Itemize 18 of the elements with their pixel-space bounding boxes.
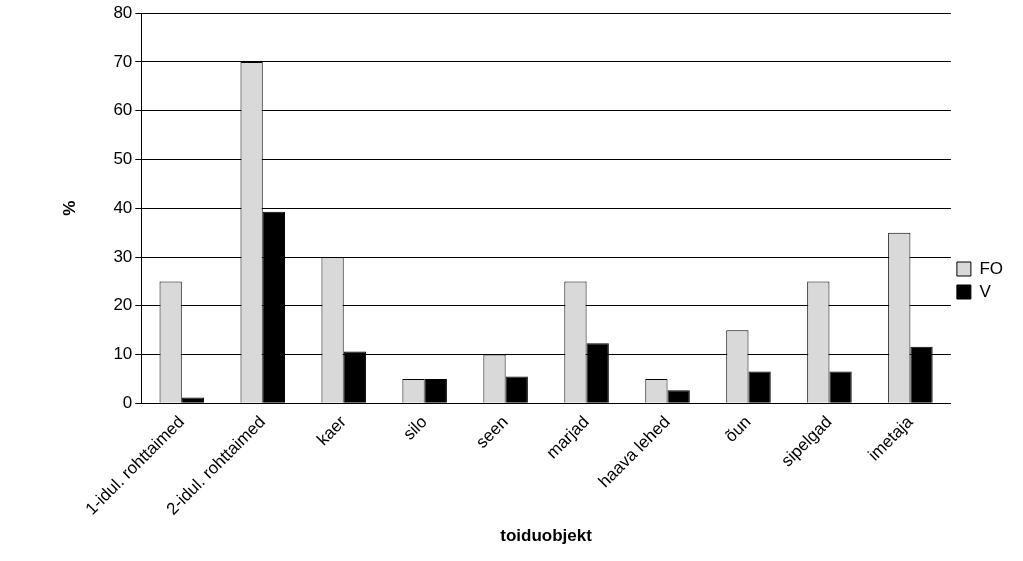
y-tick-label: 60 — [113, 100, 133, 120]
legend-label: FO — [979, 258, 1003, 278]
x-axis-title: toiduobjekt — [500, 526, 593, 546]
y-tick-label: 80 — [113, 2, 133, 22]
y-axis-title: % — [59, 200, 79, 216]
y-tick-label: 0 — [122, 392, 133, 412]
x-tick-label: õun — [721, 412, 755, 446]
y-tick-label: 70 — [113, 51, 133, 71]
y-tick-label: 30 — [113, 246, 133, 266]
y-tick-label: 50 — [113, 149, 133, 169]
bar — [667, 390, 690, 403]
x-tick-label: silo — [399, 412, 431, 444]
legend-label: V — [979, 281, 992, 301]
y-tick-label: 20 — [113, 295, 133, 315]
bar — [505, 376, 528, 403]
bar — [181, 397, 205, 403]
y-tick-label: 10 — [113, 344, 133, 364]
y-tick-label: 40 — [113, 197, 133, 217]
